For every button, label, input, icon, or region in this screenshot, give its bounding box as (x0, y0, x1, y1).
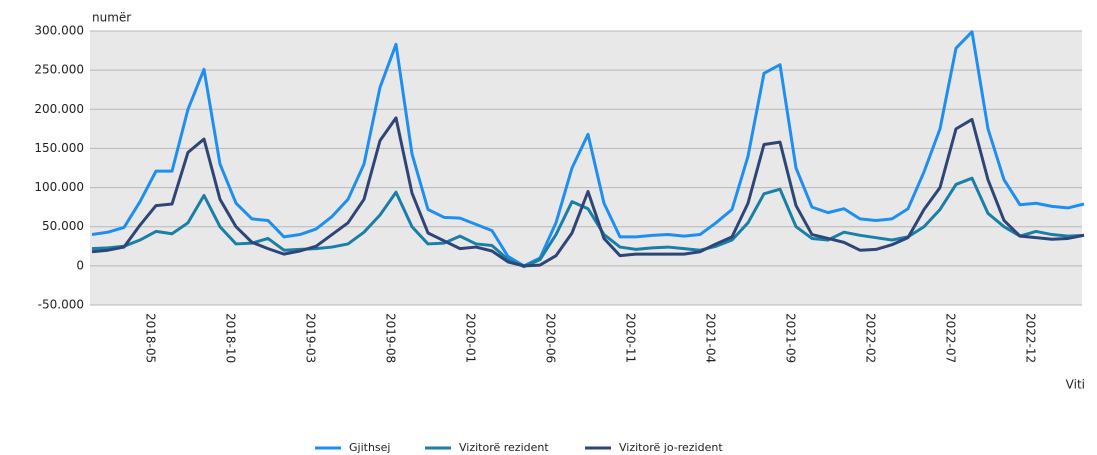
y-axis-label: numër (92, 11, 131, 25)
y-tick-label: 200.000 (34, 102, 84, 116)
series-line (91, 116, 1085, 268)
x-tick-label: 2019-08 (384, 313, 398, 363)
y-tick-label: 0 (76, 258, 84, 272)
x-tick-label: 2020-01 (464, 313, 478, 363)
x-tick-label: 2019-03 (304, 313, 318, 363)
x-tick-label: 2018-05 (144, 313, 158, 363)
x-tick-label: 2022-02 (864, 313, 878, 363)
legend-label: Vizitorë jo-rezident (619, 441, 723, 454)
x-tick-label: 2022-12 (1024, 313, 1038, 363)
x-tick-label: 2020-06 (544, 313, 558, 363)
x-tick-label: 2018-10 (224, 313, 238, 363)
legend-label: Gjithsej (349, 441, 390, 454)
y-tick-label: 50.000 (42, 219, 84, 233)
plot-area (90, 31, 1082, 305)
x-tick-label: 2022-07 (944, 313, 958, 363)
legend-label: Vizitorë rezident (459, 441, 549, 454)
y-tick-label: 100.000 (34, 180, 84, 194)
y-tick-label: 150.000 (34, 141, 84, 155)
y-tick-label: -50.000 (38, 298, 84, 312)
x-tick-label: 2020-11 (624, 313, 638, 363)
series-line (91, 176, 1085, 269)
series-line (91, 30, 1085, 268)
x-axis-label: Viti (1066, 378, 1085, 392)
y-tick-label: 300.000 (34, 24, 84, 38)
x-tick-label: 2021-04 (704, 313, 718, 363)
y-tick-label: 250.000 (34, 63, 84, 77)
x-tick-label: 2021-09 (784, 313, 798, 363)
